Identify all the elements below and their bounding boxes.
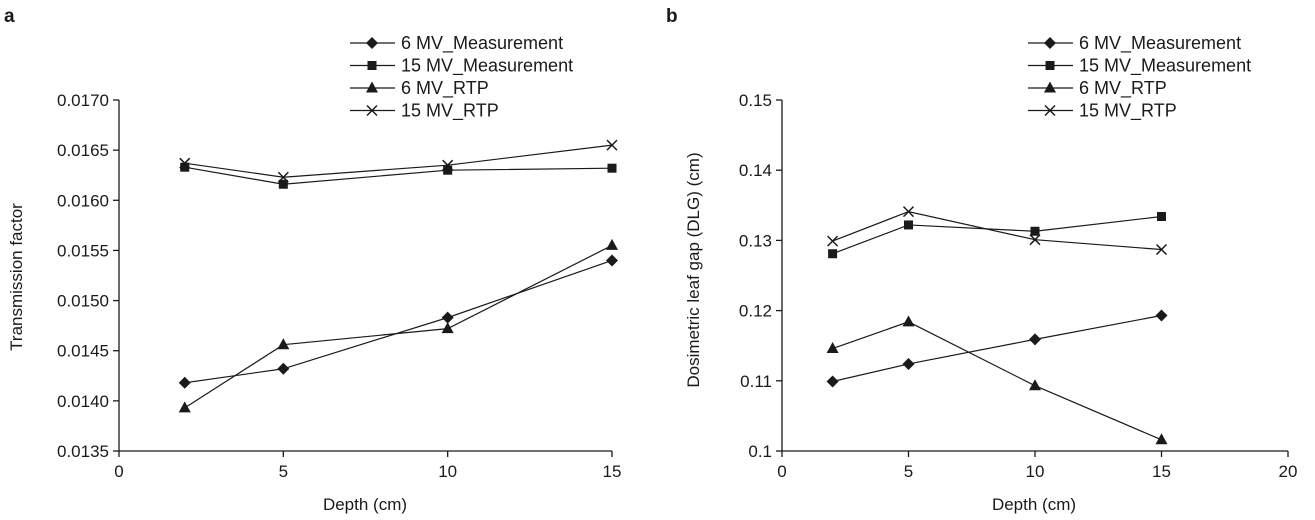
y-tick-label: 0.1 [748, 442, 772, 461]
y-tick-label: 0.0135 [57, 442, 109, 461]
legend-marker-triangle [1044, 81, 1056, 93]
panel-label-b: b [666, 6, 678, 27]
y-axis-title-a: Transmission factor [7, 203, 26, 351]
data-point-diamond [1029, 333, 1041, 346]
legend-marker-x [366, 104, 378, 117]
legend-label: 6 MV_RTP [401, 78, 489, 99]
series-line-x [184, 144, 613, 178]
data-point-diamond [826, 375, 839, 388]
y-tick-label: 0.0160 [57, 191, 109, 210]
data-point-triangle [606, 238, 618, 250]
x-tick-label: 10 [1026, 462, 1045, 481]
legend-marker-x [1044, 104, 1056, 117]
legend-label: 15 MV_RTP [1079, 101, 1177, 122]
x-axis-title-b: Depth (cm) [992, 495, 1076, 514]
data-point-x [179, 157, 191, 169]
x-tick-label: 0 [777, 462, 786, 481]
data-point-diamond [606, 254, 618, 267]
chart-panel-b: b Dosimetric leaf gap (DLG) (cm) Depth (… [666, 6, 1297, 514]
data-point-square [443, 165, 453, 175]
series-line-diamond [184, 259, 613, 384]
x-tick-label: 15 [1152, 462, 1171, 481]
y-tick-label: 0.0140 [57, 392, 109, 411]
legend-marker-triangle [366, 81, 378, 93]
y-tick-label: 0.13 [739, 231, 772, 250]
data-point-triangle [1029, 379, 1041, 391]
data-point-triangle [826, 342, 839, 354]
panel-label-a: a [4, 6, 15, 27]
data-point-diamond [178, 376, 191, 389]
legend-marker-square [1045, 61, 1055, 70]
series-line-triangle [832, 321, 1162, 441]
data-point-x [277, 171, 289, 183]
y-tick-label: 0.0165 [57, 141, 109, 160]
data-point-square [607, 163, 617, 173]
legend-label: 6 MV_Measurement [401, 33, 563, 54]
y-tick-label: 0.0150 [57, 292, 109, 311]
series-line-x [832, 210, 1162, 251]
y-tick-label: 0.0155 [57, 241, 109, 260]
data-point-triangle [902, 315, 915, 327]
data-point-diamond [441, 311, 454, 324]
data-point-x [827, 235, 839, 247]
data-point-diamond [902, 357, 915, 370]
x-tick-label: 10 [438, 462, 457, 481]
legend-label: 6 MV_Measurement [1079, 33, 1241, 54]
data-point-triangle [277, 338, 290, 350]
data-point-square [278, 179, 288, 189]
chart-panel-a: a Transmission factor Depth (cm) 0.0135 0… [4, 6, 621, 514]
series-line-square [184, 166, 613, 185]
legend-label: 15 MV_RTP [401, 101, 499, 122]
y-tick-label: 0.15 [739, 91, 772, 110]
series-line-triangle [184, 244, 613, 409]
y-tick-label: 0.0170 [57, 91, 109, 110]
legend-label: 15 MV_Measurement [1079, 56, 1251, 77]
x-tick-label: 5 [279, 462, 288, 481]
series-line-diamond [832, 314, 1162, 383]
x-tick-label: 5 [904, 462, 913, 481]
data-point-diamond [1155, 309, 1168, 322]
legend-marker-square [367, 61, 377, 70]
data-point-square [1157, 212, 1166, 222]
data-point-x [1155, 243, 1168, 256]
axes-b [781, 100, 1288, 452]
data-point-square [828, 249, 838, 259]
y-axis-title-b: Dosimetric leaf gap (DLG) (cm) [684, 152, 703, 387]
data-point-x [902, 206, 915, 218]
x-tick-label: 20 [1279, 462, 1298, 481]
data-point-triangle [1155, 433, 1168, 445]
y-tick-label: 0.14 [739, 161, 772, 180]
legend-label: 6 MV_RTP [1079, 78, 1167, 99]
data-point-x [1029, 234, 1041, 246]
y-tick-label: 0.11 [740, 372, 772, 391]
data-point-x [606, 139, 618, 151]
data-point-square [904, 220, 913, 230]
data-point-x [442, 159, 454, 171]
series-line-square [832, 215, 1162, 255]
axes-a [118, 100, 612, 452]
x-axis-title-a: Depth (cm) [323, 495, 407, 514]
data-point-triangle [178, 401, 191, 413]
data-point-triangle [441, 322, 454, 334]
legend-marker-diamond [1044, 37, 1056, 49]
data-point-square [1030, 226, 1040, 236]
x-tick-label: 15 [603, 462, 622, 481]
legend-label: 15 MV_Measurement [401, 56, 573, 77]
y-tick-label: 0.12 [739, 302, 772, 321]
x-tick-label: 0 [114, 462, 123, 481]
legend-marker-diamond [366, 37, 378, 49]
data-point-diamond [277, 362, 290, 375]
data-point-square [180, 162, 190, 172]
y-tick-label: 0.0145 [57, 342, 109, 361]
